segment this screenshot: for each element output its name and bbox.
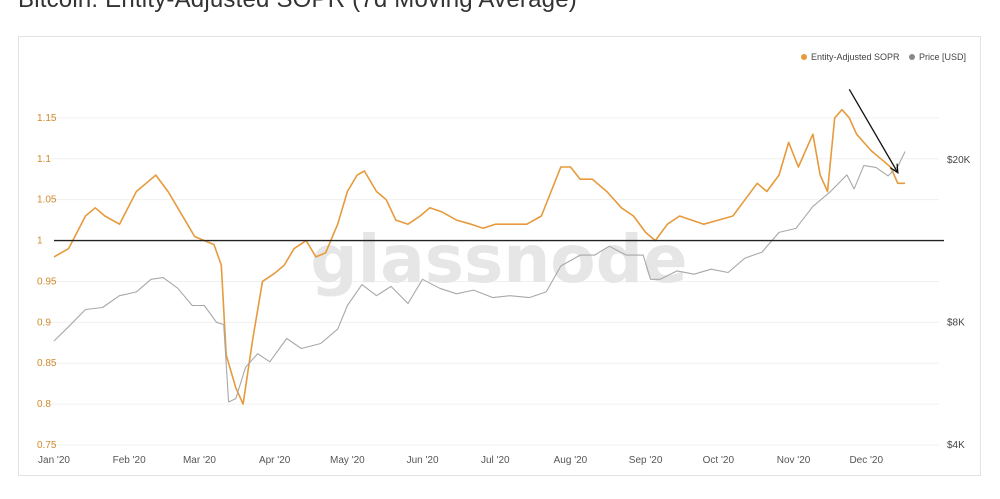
axes: 1.15 1.1 1.05 1 0.95 0.9 0.85 0.8 0.75 $20K $8K $4K… bbox=[37, 113, 971, 466]
legend-label: Price [USD] bbox=[919, 52, 966, 62]
sopr-chart: glassnode 1.15 1.1 1.05 1 0.95 0.9 0.85 0.8 0.75… bbox=[37, 52, 971, 466]
x-tick-label: Sep '20 bbox=[629, 455, 663, 466]
y-right-tick-label: $8K bbox=[947, 317, 965, 328]
annotation-arrow-head bbox=[889, 163, 899, 174]
price-line bbox=[53, 151, 906, 403]
y-left-tick-label: 0.9 bbox=[37, 317, 51, 328]
y-left-tick-label: 0.95 bbox=[37, 276, 57, 287]
legend-marker bbox=[909, 54, 915, 60]
legend[interactable]: Entity-Adjusted SOPR Price [USD] bbox=[801, 52, 966, 62]
x-tick-label: Feb '20 bbox=[113, 455, 146, 466]
sopr-line bbox=[53, 108, 906, 405]
y-right-tick-label: $4K bbox=[947, 440, 965, 451]
annotation-arrow-line bbox=[848, 88, 899, 174]
legend-marker bbox=[801, 54, 807, 60]
x-tick-label: Nov '20 bbox=[777, 455, 811, 466]
x-tick-label: Aug '20 bbox=[554, 455, 588, 466]
x-tick-label: Apr '20 bbox=[259, 455, 291, 466]
legend-label: Entity-Adjusted SOPR bbox=[811, 52, 900, 62]
y-right-tick-label: $20K bbox=[947, 155, 971, 166]
y-left-tick-label: 0.75 bbox=[37, 440, 57, 451]
y-left-tick-label: 1 bbox=[37, 236, 43, 247]
x-tick-label: Jun '20 bbox=[407, 455, 439, 466]
y-left-tick-label: 0.85 bbox=[37, 358, 57, 369]
watermark: glassnode bbox=[310, 221, 687, 298]
x-tick-label: Oct '20 bbox=[703, 455, 735, 466]
x-tick-label: Mar '20 bbox=[183, 455, 216, 466]
grid bbox=[49, 117, 939, 446]
x-tick-label: May '20 bbox=[330, 455, 365, 466]
y-left-tick-label: 1.05 bbox=[37, 195, 57, 206]
y-left-tick-label: 1.15 bbox=[37, 113, 57, 124]
series-layer bbox=[53, 108, 944, 405]
x-tick-label: Jul '20 bbox=[481, 455, 510, 466]
page-title: Bitcoin: Entity-Adjusted SOPR (7d Moving… bbox=[18, 0, 577, 14]
y-left-tick-label: 1.1 bbox=[37, 154, 51, 165]
annotation-layer bbox=[848, 88, 899, 174]
x-tick-label: Jan '20 bbox=[38, 455, 70, 466]
chart-card: glassnode 1.15 1.1 1.05 1 0.95 0.9 0.85 0.8 0.75… bbox=[18, 36, 981, 476]
x-tick-label: Dec '20 bbox=[849, 455, 883, 466]
y-left-tick-label: 0.8 bbox=[37, 399, 51, 410]
